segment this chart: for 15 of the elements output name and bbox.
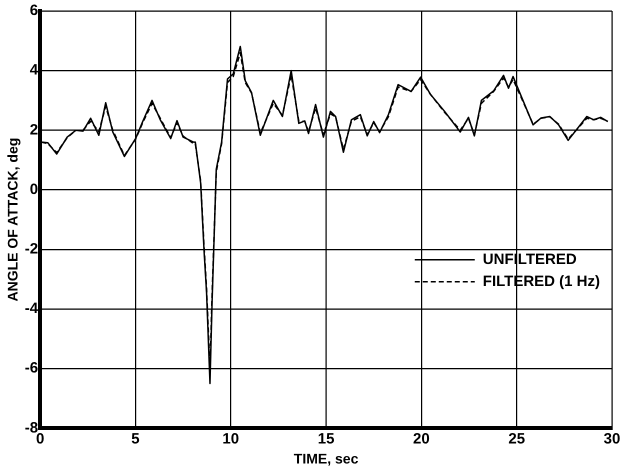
x-tick-label: 10 [222,430,240,448]
x-axis-title: TIME, sec [294,450,359,466]
y-axis-title: ANGLE OF ATTACK, deg [4,138,20,302]
y-tick-label: 2 [30,121,38,138]
x-tick-label: 15 [318,430,334,448]
y-tick-label: -6 [24,360,38,377]
y-tick-label: -4 [24,300,39,318]
y-tick-label: 0 [30,180,38,198]
x-tick-label: 25 [508,430,526,448]
x-tick-label: 5 [131,430,140,448]
y-tick-label: 6 [30,2,38,20]
x-tick-label: 30 [604,430,620,448]
x-tick-label: 20 [413,430,430,448]
y-tick-label: 4 [30,62,39,79]
y-tick-label: -2 [24,240,38,258]
